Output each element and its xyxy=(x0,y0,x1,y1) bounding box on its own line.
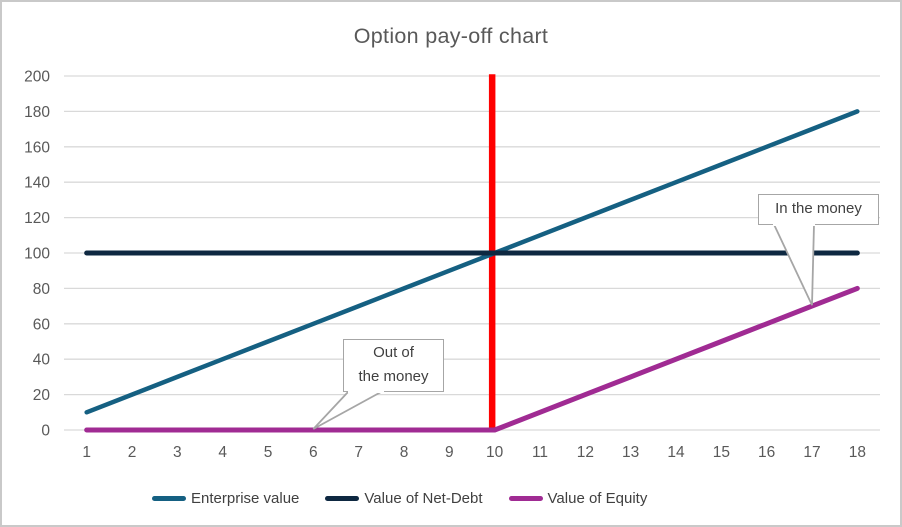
series-line-enterprise-value xyxy=(84,109,860,415)
x-axis-tick-label: 13 xyxy=(622,444,639,461)
y-axis-tick-label: 200 xyxy=(24,69,50,86)
callout-text-line: Out of xyxy=(373,344,414,361)
legend: Enterprise value Value of Net-Debt Value… xyxy=(152,486,647,510)
x-axis-tick-label: 10 xyxy=(486,444,504,461)
x-axis-tick-label: 9 xyxy=(445,444,454,461)
x-axis-tick-label: 1 xyxy=(82,444,91,461)
x-axis-tick-label: 11 xyxy=(532,444,548,461)
callout-tail-mask xyxy=(773,223,815,226)
legend-item-value-of-equity: Value of Equity xyxy=(508,489,648,507)
y-axis-tick-label: 160 xyxy=(24,139,50,156)
y-axis-tick-label: 100 xyxy=(24,246,50,263)
legend-item-enterprise-value: Enterprise value xyxy=(152,490,299,507)
y-axis-tick-label: 120 xyxy=(24,210,50,227)
x-axis-tick-label: 3 xyxy=(173,444,182,461)
legend-swatch-value-of-equity xyxy=(508,495,543,501)
x-axis-tick-label: 7 xyxy=(354,444,363,461)
x-axis-tick-label: 14 xyxy=(667,444,685,461)
x-axis-tick-label: 18 xyxy=(849,444,866,461)
legend-label: Value of Net-Debt xyxy=(364,489,483,507)
x-axis-tick-label: 6 xyxy=(309,444,318,461)
legend-swatch-enterprise-value xyxy=(152,495,186,501)
y-axis-tick-label: 60 xyxy=(33,316,51,333)
legend-item-value-of-net-debt: Value of Net-Debt xyxy=(325,489,483,507)
callout-in-the-money: In the money xyxy=(758,194,879,226)
x-axis-tick-label: 15 xyxy=(713,444,730,461)
x-axis-tick-label: 4 xyxy=(218,444,227,461)
x-axis-tick-label: 5 xyxy=(264,444,273,461)
callout-tail xyxy=(312,391,382,430)
x-axis-tick-label: 12 xyxy=(577,444,594,461)
y-axis-tick-label: 40 xyxy=(33,352,51,369)
y-axis-tick-label: 0 xyxy=(41,423,50,440)
x-axis-tick-label: 8 xyxy=(400,444,409,461)
callout-text-line: the money xyxy=(358,368,429,385)
series-line-value-of-equity xyxy=(84,285,860,433)
callout-tail-mask xyxy=(348,390,384,393)
chart-title: Option pay-off chart xyxy=(353,24,549,48)
callout-tail xyxy=(772,223,815,306)
x-axis-tick-label: 16 xyxy=(758,444,775,461)
y-axis-tick-label: 140 xyxy=(24,175,50,192)
x-axis-tick-label: 17 xyxy=(803,444,820,461)
y-axis-tick-label: 180 xyxy=(24,104,50,121)
y-axis-tick-label: 80 xyxy=(33,281,51,298)
legend-label: Value of Equity xyxy=(547,489,648,507)
x-axis-tick-label: 2 xyxy=(128,444,137,461)
legend-swatch-value-of-net-debt xyxy=(325,495,360,501)
callout-text-line: In the money xyxy=(775,200,862,217)
y-axis-tick-label: 20 xyxy=(33,387,51,404)
callout-out-of-the-money: Out of the money xyxy=(343,339,444,393)
legend-label: Enterprise value xyxy=(191,489,300,507)
